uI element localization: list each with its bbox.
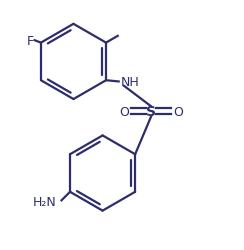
- Text: H₂N: H₂N: [33, 195, 57, 208]
- Text: O: O: [173, 105, 183, 118]
- Text: NH: NH: [121, 76, 140, 88]
- Text: O: O: [120, 105, 129, 118]
- Text: F: F: [27, 34, 34, 48]
- Text: S: S: [146, 105, 156, 119]
